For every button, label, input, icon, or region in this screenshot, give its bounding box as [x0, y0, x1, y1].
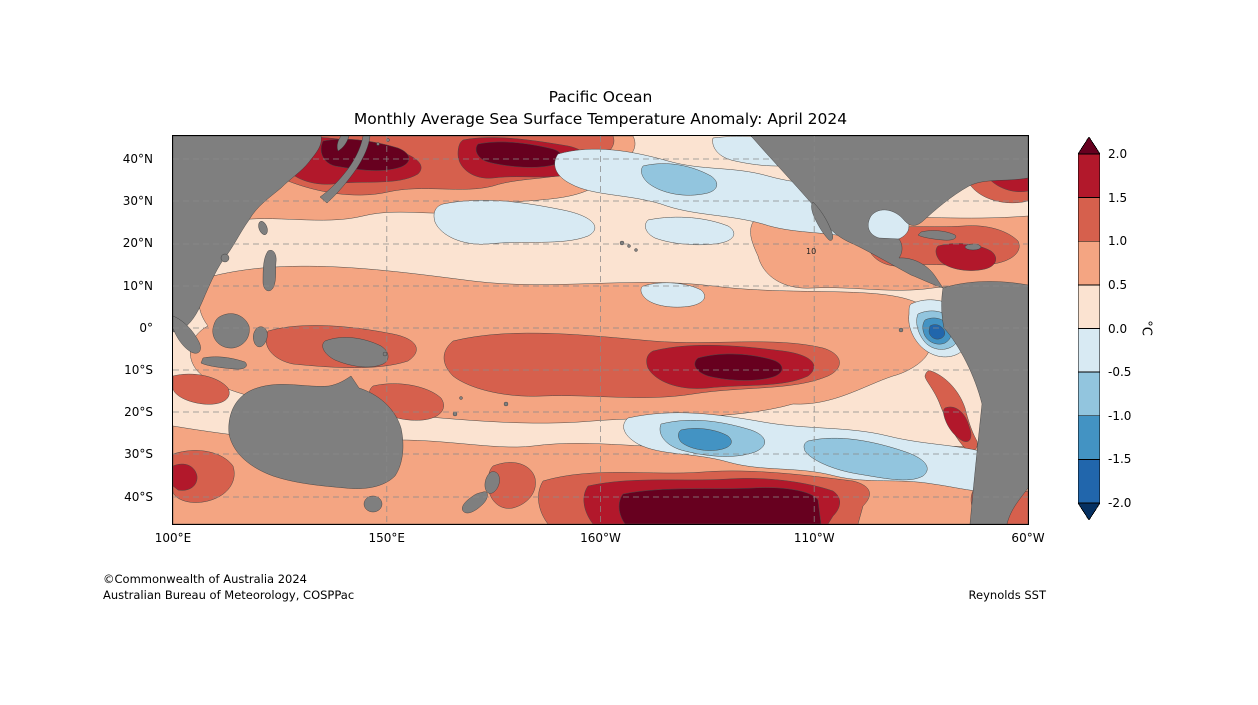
- y-tick-label: 40°S: [124, 489, 153, 504]
- land-new-caledonia: [452, 411, 458, 417]
- y-tick-label: 30°N: [122, 194, 153, 209]
- land-vanuatu: [459, 396, 463, 400]
- y-tick-label: 20°S: [124, 405, 153, 420]
- land-hawaii: [634, 248, 638, 252]
- colorbar: [1078, 137, 1100, 520]
- y-tick-label: 40°N: [122, 152, 153, 166]
- x-tick-label: 100°E: [154, 531, 192, 545]
- x-tick-label: 160°W: [580, 531, 621, 545]
- x-tick-label: 60°W: [1011, 531, 1045, 545]
- land-fiji: [503, 401, 509, 407]
- land-cuba: [917, 230, 956, 241]
- land-sakhalin: [337, 136, 350, 152]
- x-axis-ticks: 100°E 150°E 160°W 110°W 60°W: [155, 524, 1045, 548]
- y-tick-label: 20°N: [122, 236, 153, 251]
- colorbar-tick-label: 0.0: [1108, 321, 1128, 336]
- title-line-1: Pacific Ocean: [548, 88, 653, 106]
- copyright-credit: ©Commonwealth of Australia 2024 Australi…: [103, 572, 354, 603]
- y-tick-label: 10°N: [122, 278, 153, 293]
- x-tick-label: 110°W: [793, 531, 835, 545]
- contour-value-label: 10: [806, 247, 817, 256]
- land-galapagos: [898, 327, 904, 333]
- land-australia: [228, 375, 404, 489]
- land-tasmania: [363, 495, 383, 513]
- land-java: [200, 356, 247, 370]
- credit-line-2: Australian Bureau of Meteorology, COSPPa…: [103, 587, 355, 602]
- colorbar-tick-label: -1.5: [1108, 452, 1132, 467]
- colorbar-segment: [1078, 458, 1100, 504]
- colorbar-extend-above: [1078, 137, 1100, 155]
- colorbar-tick-label: -2.0: [1108, 496, 1132, 510]
- land-borneo: [212, 313, 250, 349]
- gridlines: [173, 136, 1028, 524]
- credit-line-1: ©Commonwealth of Australia 2024: [103, 572, 308, 586]
- colorbar-tick-label: 2.0: [1108, 147, 1128, 161]
- land-solomons: [382, 351, 388, 357]
- y-tick-label: 0°: [139, 320, 153, 335]
- y-axis-ticks: 40°N 30°N 20°N 10°N 0° 10°S 20°S 30°S 40°S: [0, 136, 163, 524]
- land-sumatra: [173, 315, 201, 354]
- colorbar-tick-label: -0.5: [1108, 365, 1132, 380]
- colorbar-unit-label: °C: [1138, 320, 1154, 336]
- colorbar-segment: [1078, 240, 1100, 286]
- land-philippines: [262, 250, 277, 292]
- title-line-2: Monthly Average Sea Surface Temperature …: [353, 110, 848, 128]
- plot-area: [172, 135, 1029, 525]
- land-new-guinea: [322, 337, 389, 368]
- colorbar-segment: [1078, 153, 1100, 199]
- land-layer: [173, 136, 1028, 524]
- colorbar-tick-label: -1.0: [1108, 408, 1132, 423]
- land-hispaniola: [964, 243, 982, 251]
- land-baja: [811, 201, 833, 241]
- colorbar-extend-below: [1078, 502, 1100, 520]
- land-kuril: [376, 142, 380, 146]
- colorbar-segment: [1078, 328, 1100, 373]
- colorbar-tick-label: 0.5: [1108, 277, 1128, 292]
- colorbar-tick-label: 1.5: [1108, 190, 1128, 205]
- data-source-label: Reynolds SST: [968, 588, 1046, 602]
- land-hainan: [220, 253, 230, 263]
- y-tick-label: 10°S: [124, 363, 153, 377]
- land-asia: [173, 136, 322, 333]
- land-japan: [319, 136, 371, 204]
- colorbar-segment: [1078, 197, 1100, 242]
- land-hawaii: [627, 244, 631, 248]
- sst-anomaly-map: [173, 136, 1028, 524]
- x-tick-label: 150°E: [368, 531, 406, 545]
- colorbar-ticks: 2.0 1.5 1.0 0.5 0.0 -0.5 -1.0 -1.5 -2.0: [1108, 137, 1158, 520]
- colorbar-tick-label: 1.0: [1108, 234, 1128, 249]
- colorbar-segment: [1078, 284, 1100, 329]
- land-nz-north: [484, 471, 500, 494]
- colorbar-segment: [1078, 371, 1100, 417]
- land-nz-south: [462, 491, 488, 514]
- y-tick-label: 30°S: [124, 447, 153, 462]
- land-taiwan: [258, 221, 268, 235]
- land-north-america: [750, 136, 1028, 289]
- colorbar-segment: [1078, 415, 1100, 460]
- figure-title: Pacific Ocean Monthly Average Sea Surfac…: [173, 86, 1028, 130]
